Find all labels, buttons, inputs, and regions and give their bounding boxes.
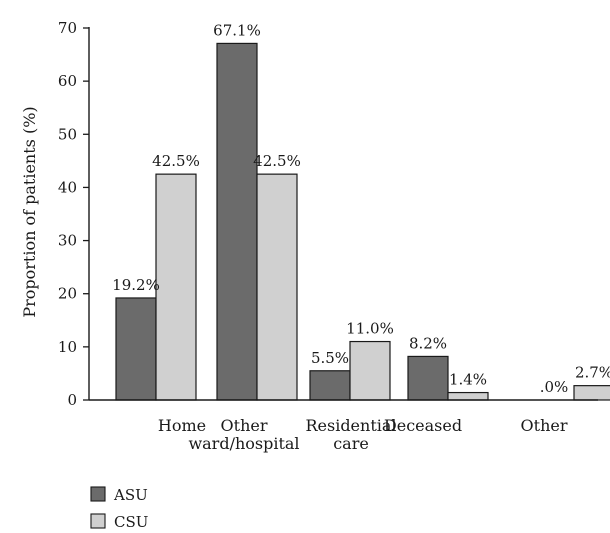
legend-swatch-asu <box>90 486 106 502</box>
bar-csu <box>155 173 197 401</box>
legend: ASU CSU <box>90 486 148 531</box>
category-label: Other ward/hospital <box>188 416 299 453</box>
bar-asu <box>407 355 449 401</box>
legend-label-asu: ASU <box>113 486 148 504</box>
data-label: 42.5% <box>253 152 301 170</box>
bar-csu <box>447 391 489 401</box>
y-tick-label: 30 <box>58 232 77 250</box>
data-label: 5.5% <box>311 349 349 367</box>
y-axis-label: Proportion of patients (%) <box>20 106 39 317</box>
bar-asu <box>216 42 258 401</box>
category-label: Deceased <box>384 416 462 435</box>
bar-csu <box>573 385 610 401</box>
y-tick-label: 40 <box>58 178 77 196</box>
data-label: 67.1% <box>213 21 261 39</box>
category-label: Other <box>521 416 568 435</box>
y-axis-ticks: 0 10 20 30 40 50 60 70 <box>58 19 89 409</box>
category-label: Home <box>158 416 206 435</box>
data-labels: 19.2% 67.1% 5.5% 8.2% .0% 42.5% 42.5% 11.0% 1.4%… <box>112 21 610 396</box>
axes <box>88 27 598 401</box>
data-label: 11.0% <box>346 320 394 338</box>
y-tick-label: 0 <box>67 391 77 409</box>
legend-label-csu: CSU <box>114 513 148 531</box>
y-tick-label: 60 <box>58 72 77 90</box>
category-label: Residential care <box>305 416 396 453</box>
y-tick-label: 50 <box>58 125 77 143</box>
y-tick-label: 20 <box>58 285 77 303</box>
y-tick-label: 70 <box>58 19 77 37</box>
data-label: 1.4% <box>449 371 487 389</box>
bar-csu <box>349 340 391 401</box>
bar-csu <box>256 173 298 401</box>
data-label: .0% <box>540 378 569 396</box>
data-label: 8.2% <box>409 334 447 352</box>
data-label: 2.7% <box>575 364 610 382</box>
bars <box>115 42 610 401</box>
data-label: 19.2% <box>112 276 160 294</box>
legend-swatch-csu <box>90 513 106 529</box>
y-tick-label: 10 <box>58 338 77 356</box>
bar-asu <box>309 370 351 401</box>
bar-asu <box>115 297 157 401</box>
data-label: 42.5% <box>152 152 200 170</box>
